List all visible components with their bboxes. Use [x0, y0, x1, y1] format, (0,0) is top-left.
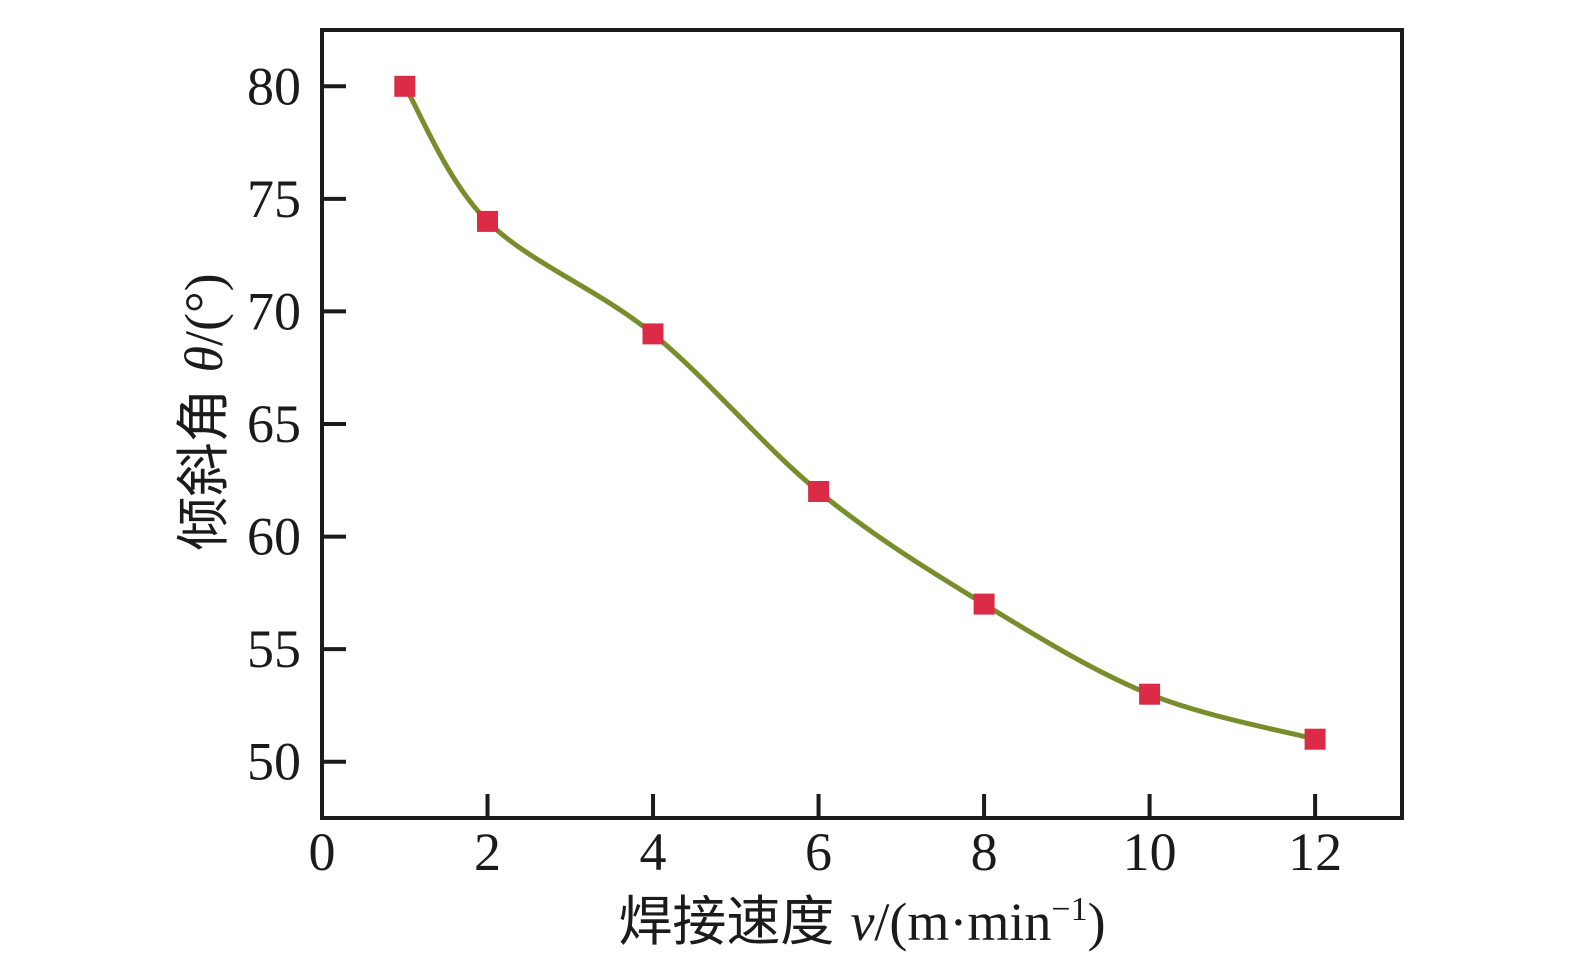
x-tick-label: 10 [1123, 822, 1177, 882]
y-axis-label-units: /(°) [174, 273, 234, 346]
y-tick-label: 75 [247, 169, 301, 229]
x-axis-label: 焊接速度 v/(m·min−1) [618, 891, 1105, 952]
data-point-marker [1304, 728, 1326, 750]
data-point-marker [477, 210, 498, 232]
x-tick-label: 0 [309, 822, 336, 882]
x-axis-label-variable: v [850, 892, 874, 952]
plot-frame [320, 28, 1404, 820]
data-point-marker [642, 323, 664, 345]
tick-labels: 0 2 4 6 8 10 12 50 55 60 65 70 75 80 [247, 56, 1342, 882]
y-tick-label: 70 [247, 281, 301, 341]
x-tick-label: 4 [640, 822, 667, 882]
y-axis-label-variable: θ [174, 346, 234, 373]
data-series [394, 75, 1326, 750]
data-point-marker [973, 593, 995, 615]
data-point-marker [808, 481, 830, 502]
x-tick-label: 2 [474, 822, 501, 882]
data-point-marker [1139, 683, 1161, 705]
x-tick-label: 8 [971, 822, 998, 882]
y-tick-label: 60 [247, 507, 301, 567]
x-axis-label-prefix: 焊接速度 [618, 892, 834, 952]
x-tick-label: 6 [805, 822, 832, 882]
x-axis-label-close: ) [1088, 892, 1106, 952]
series-line [402, 83, 1318, 742]
x-axis-label-superscript: −1 [1051, 891, 1087, 928]
y-axis-label: 倾斜角 θ/(°) [174, 273, 234, 550]
y-tick-label: 55 [247, 619, 301, 679]
x-axis-label-units: /(m·min [874, 892, 1051, 952]
y-tick-label: 65 [247, 394, 301, 454]
axis-ticks [320, 84, 1318, 816]
y-tick-label: 50 [247, 732, 301, 792]
x-tick-label: 12 [1288, 822, 1342, 882]
data-point-marker [394, 75, 416, 97]
y-tick-label: 80 [247, 56, 301, 116]
y-axis-label-prefix: 倾斜角 [174, 389, 234, 551]
